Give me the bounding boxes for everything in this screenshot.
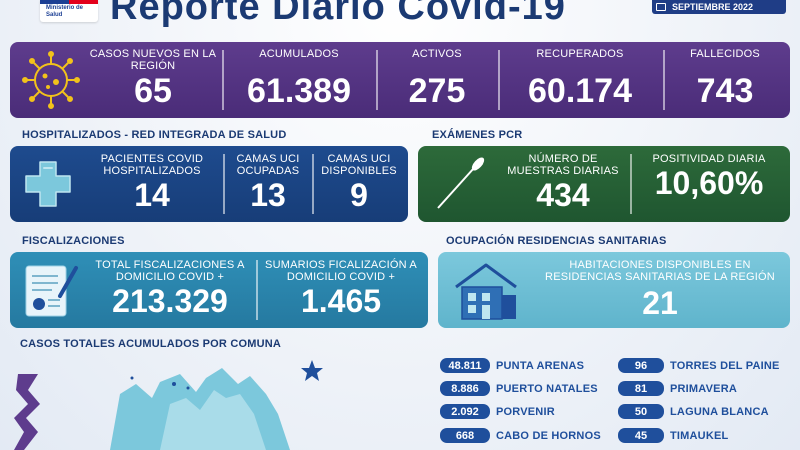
recuperados-value: 60.174	[528, 72, 632, 110]
comuna-value: 81	[618, 381, 664, 396]
fiscalizaciones-section-title: FISCALIZACIONES	[22, 235, 125, 247]
comunas-section-title: CASOS TOTALES ACUMULADOS POR COMUNA	[20, 338, 282, 350]
document-icon	[25, 265, 78, 317]
comuna-value: 50	[618, 404, 664, 419]
comuna-name: PUERTO NATALES	[496, 382, 598, 395]
comuna-name: PUNTA ARENAS	[496, 359, 585, 372]
list-item: 48.811 PUNTA ARENAS	[440, 358, 584, 373]
pacientes-label: PACIENTES COVID HOSPITALIZADOS	[100, 153, 204, 177]
positividad-label: POSITIVIDAD DIARIA	[652, 153, 766, 165]
positividad-value: 10,60%	[654, 165, 764, 201]
comuna-name: PORVENIR	[496, 405, 555, 418]
ministry-logo: Ministerio de Salud	[40, 0, 98, 22]
comuna-name: TIMAUKEL	[670, 429, 729, 442]
comuna-value: 48.811	[440, 358, 490, 373]
total-fiscalizaciones-label: TOTAL FISCALIZACIONES A DOMICILIO COVID …	[95, 259, 245, 283]
virus-icon	[22, 51, 80, 109]
fallecidos-value: 743	[696, 72, 754, 110]
sumarios-value: 1.465	[300, 283, 382, 319]
comuna-value: 45	[618, 428, 664, 443]
list-item: 50 LAGUNA BLANCA	[618, 404, 769, 419]
pcr-panel: NÚMERO DE MUESTRAS DIARIAS 434 POSITIVID…	[418, 146, 790, 222]
summary-panel: CASOS NUEVOS EN LA REGIÓN 65 ACUMULADOS …	[10, 42, 790, 118]
house-icon	[455, 263, 517, 320]
comuna-value: 96	[618, 358, 664, 373]
hospital-section-title: HOSPITALIZADOS - RED INTEGRADA DE SALUD	[22, 129, 287, 141]
list-item: 45 TIMAUKEL	[618, 428, 728, 443]
acumulados-value: 61.389	[247, 72, 351, 110]
acumulados-label: ACUMULADOS	[259, 48, 339, 60]
comuna-name: LAGUNA BLANCA	[670, 405, 769, 418]
list-item: 8.886 PUERTO NATALES	[440, 381, 598, 396]
comuna-value: 668	[440, 428, 490, 443]
residencias-section-title: OCUPACIÓN RESIDENCIAS SANITARIAS	[446, 235, 667, 247]
calendar-icon	[656, 3, 666, 11]
habitaciones-value: 21	[642, 285, 678, 321]
activos-label: ACTIVOS	[412, 48, 462, 60]
list-item: 668 CABO DE HORNOS	[440, 428, 601, 443]
pcr-section-title: EXÁMENES PCR	[432, 129, 523, 141]
uci-ocupadas-value: 13	[250, 177, 286, 213]
pacientes-value: 14	[134, 177, 170, 213]
muestras-label: NÚMERO DE MUESTRAS DIARIAS	[507, 153, 619, 177]
comuna-value: 2.092	[440, 404, 490, 419]
uci-disponibles-label: CAMAS UCI DISPONIBLES	[321, 153, 397, 177]
page-title: Reporte Diario Covid-19	[110, 0, 566, 28]
hospital-panel: PACIENTES COVID HOSPITALIZADOS 14 CAMAS …	[10, 146, 408, 222]
date-badge: SEPTIEMBRE 2022	[652, 0, 786, 14]
logo-text: Ministerio de Salud	[46, 5, 84, 18]
list-item: 96 TORRES DEL PAINE	[618, 358, 780, 373]
comuna-value: 8.886	[440, 381, 490, 396]
activos-value: 275	[408, 72, 466, 110]
medical-cross-icon	[25, 161, 71, 207]
comuna-name: CABO DE HORNOS	[496, 429, 601, 442]
list-item: 2.092 PORVENIR	[440, 404, 555, 419]
fiscalizaciones-panel: TOTAL FISCALIZACIONES A DOMICILIO COVID …	[10, 252, 428, 328]
comuna-name: PRIMAVERA	[670, 382, 737, 395]
residencias-panel: HABITACIONES DISPONIBLES EN RESIDENCIAS …	[438, 252, 790, 328]
uci-disponibles-value: 9	[350, 177, 368, 213]
list-item: 81 PRIMAVERA	[618, 381, 737, 396]
recuperados-label: RECUPERADOS	[536, 48, 624, 60]
muestras-value: 434	[536, 177, 590, 213]
habitaciones-label: HABITACIONES DISPONIBLES EN RESIDENCIAS …	[545, 259, 775, 283]
mountains-illustration	[14, 360, 323, 450]
uci-ocupadas-label: CAMAS UCI OCUPADAS	[236, 153, 300, 177]
comuna-name: TORRES DEL PAINE	[670, 359, 780, 372]
date-text: SEPTIEMBRE 2022	[672, 2, 754, 12]
casos-nuevos-value: 65	[134, 72, 172, 110]
swab-icon	[437, 157, 485, 209]
casos-nuevos-label: CASOS NUEVOS EN LA REGIÓN	[89, 48, 217, 72]
total-fiscalizaciones-value: 213.329	[112, 283, 228, 319]
fallecidos-label: FALLECIDOS	[690, 48, 760, 60]
sumarios-label: SUMARIOS FICALIZACIÓN A DOMICILIO COVID …	[265, 259, 417, 283]
